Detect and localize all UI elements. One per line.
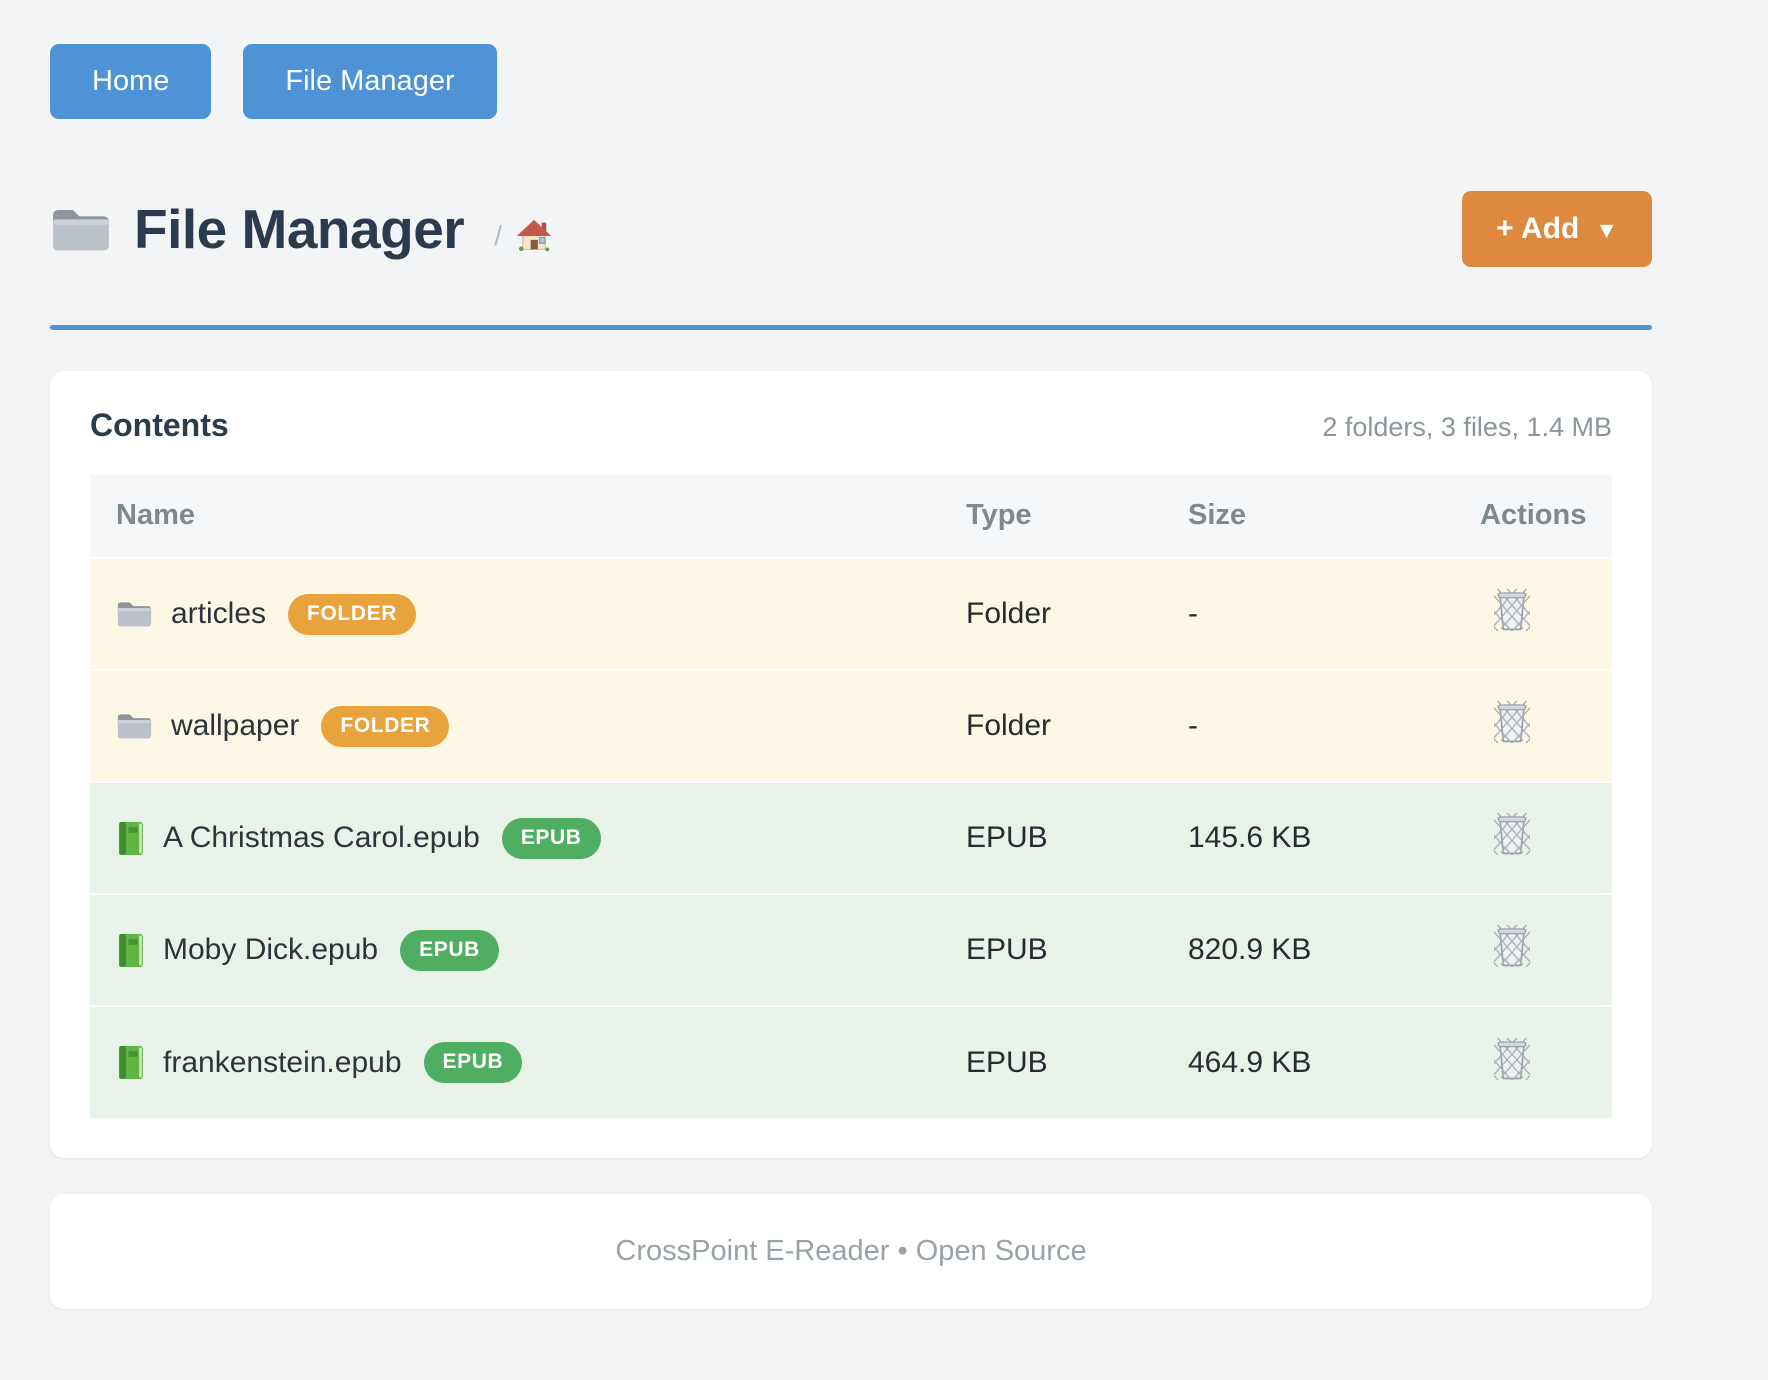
folder-icon bbox=[116, 597, 153, 631]
add-button[interactable]: + Add ▼ bbox=[1462, 191, 1652, 267]
trash-icon bbox=[1494, 925, 1530, 967]
delete-button[interactable] bbox=[1494, 589, 1530, 631]
footer-text: CrossPoint E-Reader • Open Source bbox=[615, 1235, 1087, 1267]
book-icon bbox=[116, 933, 145, 968]
header-divider bbox=[50, 325, 1652, 330]
table-row[interactable]: wallpaper FOLDER Folder - bbox=[90, 670, 1612, 782]
add-button-label: + Add bbox=[1496, 212, 1580, 245]
page-header: File Manager / + Add ▼ bbox=[50, 189, 1652, 269]
file-type-badge: EPUB bbox=[400, 929, 499, 971]
contents-card-header: Contents 2 folders, 3 files, 1.4 MB bbox=[90, 407, 1612, 444]
column-header-name: Name bbox=[116, 499, 195, 531]
file-name: A Christmas Carol.epub bbox=[163, 821, 480, 854]
table-row[interactable]: Moby Dick.epub EPUB EPUB 820.9 KB bbox=[90, 894, 1612, 1006]
file-size: - bbox=[1188, 597, 1198, 630]
file-size: 145.6 KB bbox=[1188, 821, 1312, 854]
column-header-size: Size bbox=[1188, 499, 1247, 531]
file-type-badge: EPUB bbox=[501, 817, 601, 859]
table-row[interactable]: frankenstein.epub EPUB EPUB 464.9 KB bbox=[90, 1006, 1612, 1118]
delete-button[interactable] bbox=[1494, 925, 1530, 967]
file-type-badge: FOLDER bbox=[321, 705, 450, 747]
nav-button-file-manager[interactable]: File Manager bbox=[243, 44, 497, 119]
column-header-type: Type bbox=[966, 499, 1032, 531]
book-icon bbox=[116, 1045, 145, 1080]
delete-button[interactable] bbox=[1494, 813, 1530, 855]
file-table-body: articles FOLDER Folder - wallpaper FOLDE… bbox=[90, 558, 1612, 1118]
folder-icon bbox=[50, 204, 112, 255]
folder-icon bbox=[116, 709, 153, 743]
file-table: Name Type Size Actions articles FOLDER F… bbox=[90, 474, 1612, 1118]
breadcrumb-separator: / bbox=[494, 220, 502, 251]
file-name: articles bbox=[171, 597, 267, 630]
trash-icon bbox=[1494, 813, 1530, 855]
file-name: wallpaper bbox=[171, 709, 300, 742]
file-type: EPUB bbox=[966, 1045, 1048, 1079]
file-size: 820.9 KB bbox=[1188, 933, 1312, 966]
file-type: EPUB bbox=[966, 821, 1048, 854]
table-header-row: Name Type Size Actions bbox=[90, 474, 1612, 558]
file-size: - bbox=[1188, 709, 1198, 742]
file-type: Folder bbox=[966, 597, 1052, 630]
file-type-badge: FOLDER bbox=[288, 593, 416, 635]
contents-heading: Contents bbox=[90, 407, 229, 443]
file-type: Folder bbox=[966, 709, 1052, 742]
chevron-down-icon: ▼ bbox=[1595, 216, 1618, 243]
file-type: EPUB bbox=[966, 933, 1048, 966]
table-row[interactable]: articles FOLDER Folder - bbox=[90, 558, 1612, 670]
file-size: 464.9 KB bbox=[1188, 1045, 1312, 1079]
nav-button-home[interactable]: Home bbox=[50, 44, 212, 119]
page-title: File Manager bbox=[134, 198, 465, 260]
home-icon[interactable] bbox=[514, 216, 554, 256]
file-name: frankenstein.epub bbox=[163, 1045, 402, 1079]
table-row[interactable]: A Christmas Carol.epub EPUB EPUB 145.6 K… bbox=[90, 782, 1612, 894]
delete-button[interactable] bbox=[1494, 701, 1530, 743]
page: Home File Manager File Manager / + Add ▼… bbox=[50, 0, 1652, 1309]
delete-button[interactable] bbox=[1494, 1038, 1530, 1080]
column-header-actions: Actions bbox=[1480, 499, 1587, 531]
trash-icon bbox=[1494, 1038, 1530, 1080]
footer: CrossPoint E-Reader • Open Source bbox=[50, 1194, 1652, 1309]
trash-icon bbox=[1494, 589, 1530, 631]
file-type-badge: EPUB bbox=[423, 1042, 523, 1083]
top-nav: Home File Manager bbox=[50, 44, 1652, 119]
book-icon bbox=[116, 821, 145, 856]
file-name: Moby Dick.epub bbox=[163, 933, 379, 966]
contents-summary: 2 folders, 3 files, 1.4 MB bbox=[1322, 412, 1612, 442]
contents-card: Contents 2 folders, 3 files, 1.4 MB Name… bbox=[50, 371, 1652, 1158]
trash-icon bbox=[1494, 701, 1530, 743]
